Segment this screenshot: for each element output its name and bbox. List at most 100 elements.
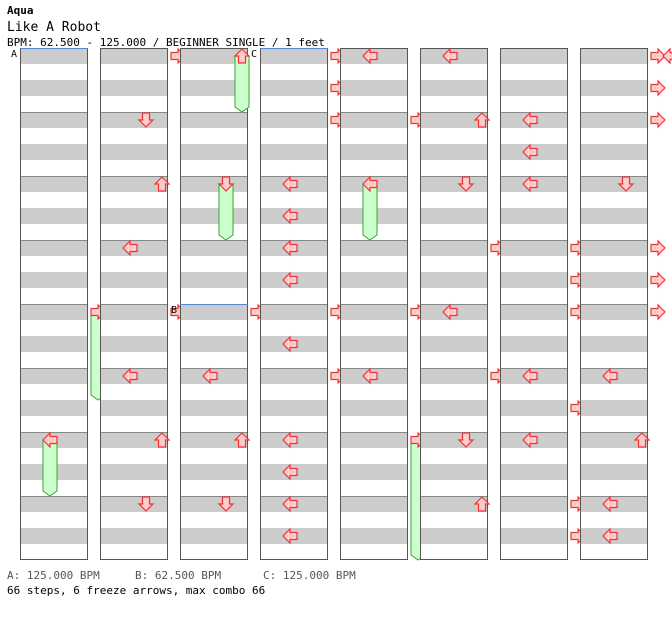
left-arrow-icon: [522, 111, 538, 129]
beat-stripe: [260, 80, 328, 96]
freeze-arrow-body: [218, 183, 234, 241]
beat-stripe: [100, 144, 168, 160]
beat-stripe: [180, 48, 248, 64]
beat-stripe: [420, 336, 488, 352]
beat-stripe: [580, 176, 648, 192]
beat-stripe: [20, 80, 88, 96]
beat-stripe: [180, 496, 248, 512]
left-arrow-icon: [282, 335, 298, 353]
step-chart: A B C: [11, 47, 672, 561]
down-arrow-icon: [217, 176, 235, 192]
beat-stripe: [500, 304, 568, 320]
beat-stripe: [340, 240, 408, 256]
bpm-marker-label: C: [251, 49, 257, 60]
beat-stripe: [580, 336, 648, 352]
beat-stripe: [260, 304, 328, 320]
beat-stripe: [180, 464, 248, 480]
left-arrow-icon: [282, 239, 298, 257]
beat-stripe: [100, 432, 168, 448]
bpm-legend-b: B: 62.500 BPM: [135, 569, 222, 582]
beat-stripe: [420, 240, 488, 256]
left-arrow-icon: [282, 271, 298, 289]
left-arrow-icon: [522, 367, 538, 385]
beat-stripe: [100, 112, 168, 128]
right-arrow-icon: [650, 79, 666, 97]
column-border: [340, 48, 408, 560]
beat-stripe: [500, 400, 568, 416]
beat-stripe: [340, 336, 408, 352]
left-arrow-icon: [282, 175, 298, 193]
beat-stripe: [580, 400, 648, 416]
beat-stripe: [580, 240, 648, 256]
beat-stripe: [180, 272, 248, 288]
right-arrow-icon: [650, 303, 666, 321]
beat-stripe: [500, 240, 568, 256]
beat-stripe: [420, 464, 488, 480]
beat-stripe: [580, 144, 648, 160]
chart-column: [340, 47, 426, 561]
bpm-legend-c: C: 125.000 BPM: [263, 569, 356, 582]
bpm-legend-a: A: 125.000 BPM: [7, 569, 100, 582]
left-arrow-icon: [282, 431, 298, 449]
chart-column: [500, 48, 586, 560]
up-arrow-icon: [233, 432, 251, 448]
beat-stripe: [500, 272, 568, 288]
column-border: [580, 48, 648, 560]
beat-stripe: [20, 48, 88, 64]
beat-stripe: [420, 496, 488, 512]
beat-stripe: [100, 208, 168, 224]
beat-stripe: [100, 272, 168, 288]
left-arrow-icon: [522, 431, 538, 449]
beat-stripe: [500, 208, 568, 224]
beat-stripe: [500, 80, 568, 96]
beat-stripe: [180, 144, 248, 160]
beat-stripe: [180, 304, 248, 320]
beat-stripe: [20, 368, 88, 384]
beat-stripe: [420, 400, 488, 416]
song-header: Aqua Like A Robot BPM: 62.500 - 125.000 …: [7, 4, 325, 49]
beat-stripe: [340, 80, 408, 96]
beat-stripe: [580, 272, 648, 288]
left-arrow-icon: [602, 495, 618, 513]
column-border: [500, 48, 568, 560]
beat-stripe: [180, 400, 248, 416]
left-arrow-icon: [362, 367, 378, 385]
chart-column: [580, 47, 666, 560]
freeze-arrow-body: [42, 439, 58, 497]
beat-stripe: [500, 464, 568, 480]
step-stats: 66 steps, 6 freeze arrows, max combo 66: [7, 584, 266, 597]
chart-column: [420, 47, 506, 560]
beat-stripe: [420, 368, 488, 384]
beat-stripe: [180, 208, 248, 224]
beat-stripe: [580, 304, 648, 320]
chart-column: A: [11, 48, 106, 560]
beat-stripe: [100, 48, 168, 64]
beat-stripe: [340, 496, 408, 512]
beat-stripe: [500, 496, 568, 512]
beat-stripe: [20, 208, 88, 224]
beat-stripe: [260, 144, 328, 160]
beat-stripe: [500, 48, 568, 64]
beat-stripe: [20, 528, 88, 544]
down-arrow-icon: [617, 176, 635, 192]
beat-stripe: [420, 432, 488, 448]
left-arrow-icon: [662, 47, 672, 65]
beat-stripe: [580, 432, 648, 448]
left-arrow-icon: [522, 143, 538, 161]
beat-stripe: [340, 272, 408, 288]
left-arrow-icon: [602, 527, 618, 545]
beat-stripe: [420, 272, 488, 288]
column-border: [100, 48, 168, 560]
right-arrow-icon: [650, 239, 666, 257]
beat-stripe: [340, 464, 408, 480]
bpm-marker-label: B: [171, 305, 177, 316]
up-arrow-icon: [153, 432, 171, 448]
chart-column: [100, 47, 186, 560]
beat-stripe: [20, 144, 88, 160]
bpm-legend: A: 125.000 BPM B: 62.500 BPM C: 125.000 BP…: [7, 569, 356, 582]
beat-stripe: [20, 400, 88, 416]
beat-stripe: [340, 432, 408, 448]
beat-stripe: [580, 80, 648, 96]
beat-stripe: [100, 496, 168, 512]
left-arrow-icon: [282, 207, 298, 225]
